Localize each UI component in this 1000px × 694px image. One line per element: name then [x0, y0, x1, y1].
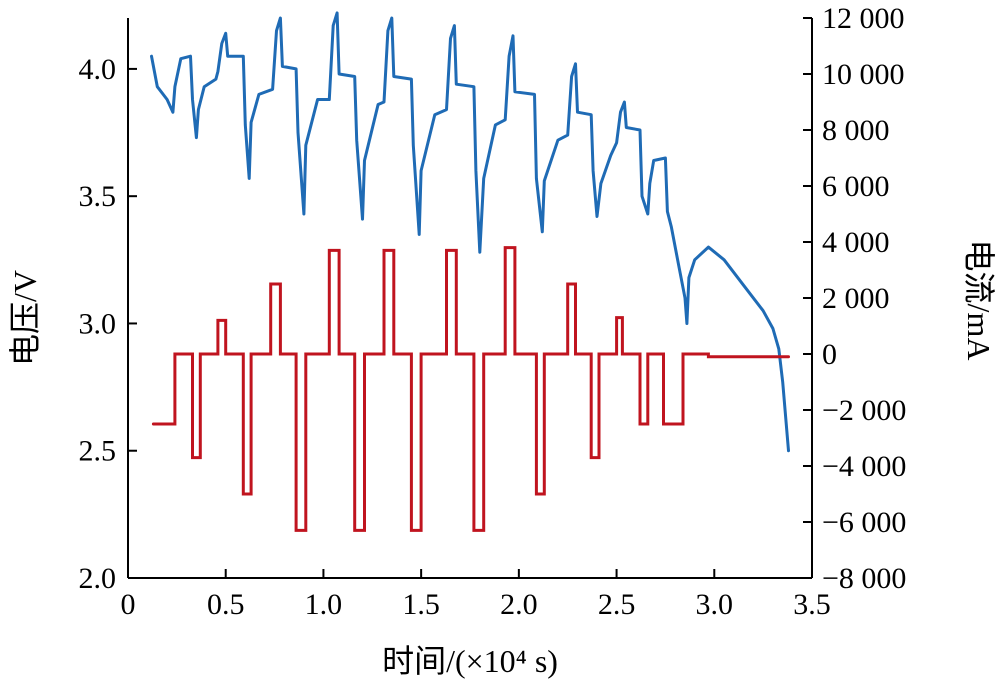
- right-y-tick-label: −8 000: [822, 562, 906, 595]
- right-y-tick-label: −2 000: [822, 394, 906, 427]
- right-y-tick-label: 12 000: [822, 2, 905, 35]
- x-tick-label: 0: [121, 588, 136, 621]
- right-y-tick-label: 4 000: [822, 226, 890, 259]
- plot-frame: [127, 18, 813, 579]
- right-y-axis-ticks: −8 000 −6 000 −4 000 −2 000 0 2 000 4 000 6 000…: [803, 2, 906, 595]
- x-tick-label: 3.5: [793, 588, 831, 621]
- x-tick-label: 2.5: [598, 588, 636, 621]
- right-y-tick-label: 10 000: [822, 58, 905, 91]
- x-tick-label: 2.0: [500, 588, 538, 621]
- right-y-tick-label: −4 000: [822, 450, 906, 483]
- x-tick-label: 0.5: [207, 588, 245, 621]
- left-y-axis-ticks: 2.0 2.5 3.0 3.5 4.0: [79, 53, 137, 595]
- right-y-tick-label: −6 000: [822, 506, 906, 539]
- right-y-tick-label: 0: [822, 338, 837, 371]
- right-y-tick-label: 6 000: [822, 170, 890, 203]
- right-y-tick-label: 2 000: [822, 282, 890, 315]
- current-series-line: [151, 246, 790, 532]
- voltage-series-line: [150, 11, 790, 453]
- x-tick-label: 3.0: [696, 588, 734, 621]
- left-y-tick-label: 2.0: [79, 562, 117, 595]
- left-y-tick-label: 2.5: [79, 435, 117, 468]
- right-y-tick-label: 8 000: [822, 114, 890, 147]
- x-tick-label: 1.5: [402, 588, 440, 621]
- left-y-tick-label: 3.0: [79, 307, 117, 340]
- x-axis-title: 时间/(×10⁴ s): [382, 643, 558, 679]
- left-y-tick-label: 3.5: [79, 180, 117, 213]
- right-y-axis-title: 电流/mA: [961, 240, 997, 361]
- left-y-tick-label: 4.0: [79, 53, 117, 86]
- series-layer: [150, 11, 790, 532]
- x-axis-ticks: 0 0.5 1.0 1.5 2.0 2.5 3.0 3.5: [121, 569, 831, 621]
- x-tick-label: 1.0: [305, 588, 343, 621]
- left-y-axis-title: 电压/V: [7, 270, 43, 366]
